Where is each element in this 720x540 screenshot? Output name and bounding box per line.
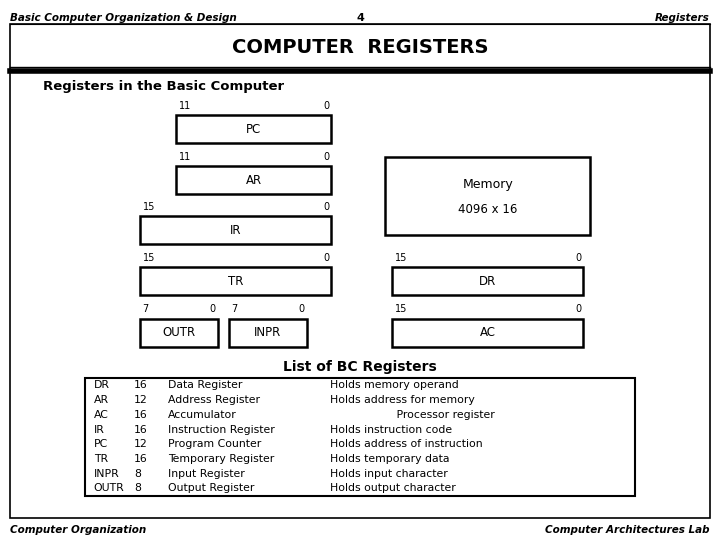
Text: 12: 12 (134, 439, 148, 449)
FancyBboxPatch shape (140, 267, 331, 295)
Text: Computer Organization: Computer Organization (10, 525, 146, 535)
Text: 0: 0 (323, 152, 329, 162)
Text: 16: 16 (134, 454, 148, 464)
Text: Program Counter: Program Counter (168, 439, 261, 449)
Text: AR: AR (246, 174, 262, 187)
Text: 12: 12 (134, 395, 148, 405)
Text: Address Register: Address Register (168, 395, 260, 405)
Text: 11: 11 (179, 100, 191, 111)
Text: Holds address of instruction: Holds address of instruction (330, 439, 482, 449)
Text: Data Register: Data Register (168, 380, 242, 390)
FancyBboxPatch shape (85, 378, 635, 496)
FancyBboxPatch shape (392, 267, 583, 295)
Text: Processor register: Processor register (330, 410, 495, 420)
Text: Instruction Register: Instruction Register (168, 424, 274, 435)
Text: List of BC Registers: List of BC Registers (283, 360, 437, 374)
Text: Holds address for memory: Holds address for memory (330, 395, 474, 405)
Text: OUTR: OUTR (94, 483, 125, 494)
FancyBboxPatch shape (176, 115, 331, 143)
FancyBboxPatch shape (176, 166, 331, 194)
Text: Registers: Registers (655, 14, 710, 23)
FancyBboxPatch shape (140, 216, 331, 244)
Text: Input Register: Input Register (168, 469, 245, 478)
FancyBboxPatch shape (385, 157, 590, 235)
Text: TR: TR (94, 454, 108, 464)
Text: Accumulator: Accumulator (168, 410, 236, 420)
Text: Output Register: Output Register (168, 483, 254, 494)
Text: Basic Computer Organization & Design: Basic Computer Organization & Design (10, 14, 237, 23)
Text: 0: 0 (210, 304, 216, 314)
Text: OUTR: OUTR (163, 326, 196, 339)
Text: 0: 0 (323, 100, 329, 111)
FancyBboxPatch shape (10, 72, 710, 518)
Text: Holds memory operand: Holds memory operand (330, 380, 459, 390)
Text: 7: 7 (143, 304, 149, 314)
Text: INPR: INPR (254, 326, 282, 339)
Text: 16: 16 (134, 424, 148, 435)
Text: 8: 8 (134, 469, 141, 478)
Text: 4096 x 16: 4096 x 16 (458, 204, 518, 217)
Text: AR: AR (94, 395, 109, 405)
Text: Memory: Memory (462, 178, 513, 191)
FancyBboxPatch shape (229, 319, 307, 347)
Text: PC: PC (246, 123, 261, 136)
Text: TR: TR (228, 275, 243, 288)
Text: 15: 15 (395, 253, 407, 263)
Text: AC: AC (94, 410, 109, 420)
Text: DR: DR (94, 380, 109, 390)
Text: 0: 0 (298, 304, 305, 314)
Text: INPR: INPR (94, 469, 120, 478)
Text: 7: 7 (231, 304, 238, 314)
Text: 15: 15 (395, 304, 407, 314)
Text: 15: 15 (143, 201, 155, 212)
Text: Holds temporary data: Holds temporary data (330, 454, 449, 464)
Text: Holds output character: Holds output character (330, 483, 456, 494)
Text: 8: 8 (134, 483, 141, 494)
Text: IR: IR (94, 424, 104, 435)
Text: AC: AC (480, 326, 496, 339)
Text: 0: 0 (575, 253, 581, 263)
Text: Holds instruction code: Holds instruction code (330, 424, 452, 435)
Text: DR: DR (480, 275, 496, 288)
FancyBboxPatch shape (140, 319, 218, 347)
Text: 15: 15 (143, 253, 155, 263)
Text: 0: 0 (575, 304, 581, 314)
Text: Temporary Register: Temporary Register (168, 454, 274, 464)
Text: 4: 4 (356, 14, 364, 23)
FancyBboxPatch shape (10, 24, 710, 71)
Text: 0: 0 (323, 253, 329, 263)
Text: PC: PC (94, 439, 108, 449)
Text: 11: 11 (179, 152, 191, 162)
Text: COMPUTER  REGISTERS: COMPUTER REGISTERS (232, 38, 488, 57)
Text: Holds input character: Holds input character (330, 469, 448, 478)
Text: IR: IR (230, 224, 241, 237)
Text: 0: 0 (323, 201, 329, 212)
Text: 16: 16 (134, 380, 148, 390)
Text: Registers in the Basic Computer: Registers in the Basic Computer (43, 80, 284, 93)
Text: Computer Architectures Lab: Computer Architectures Lab (546, 525, 710, 535)
FancyBboxPatch shape (392, 319, 583, 347)
Text: 16: 16 (134, 410, 148, 420)
